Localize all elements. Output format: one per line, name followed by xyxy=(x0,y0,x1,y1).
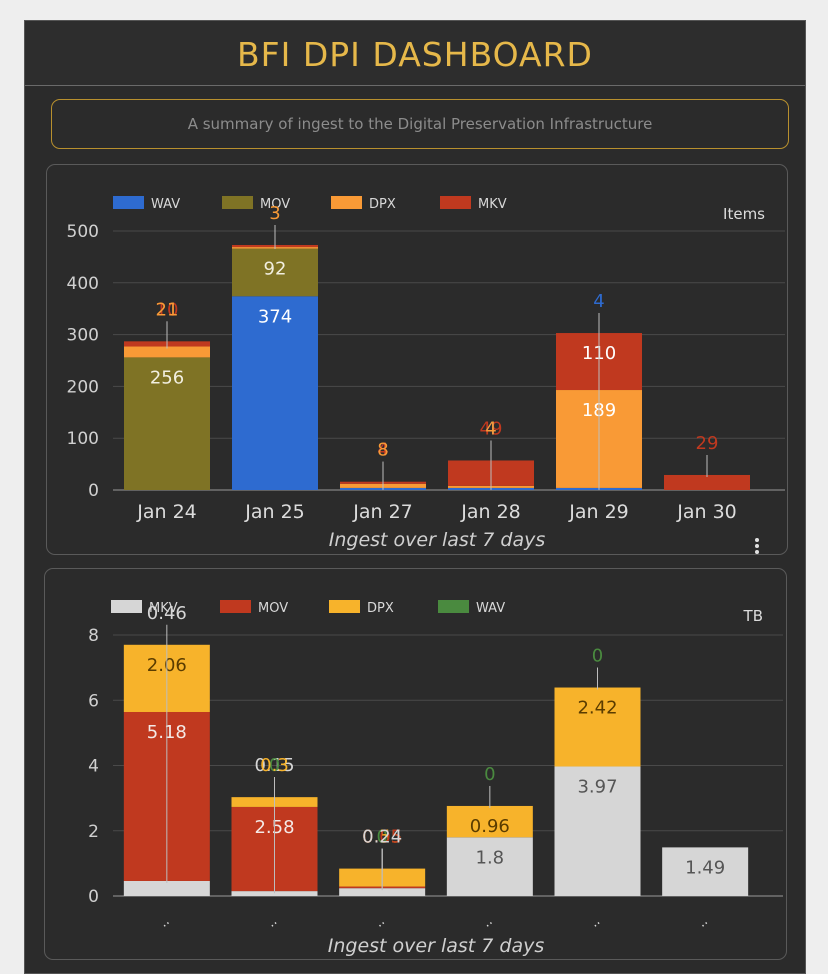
bar-segment xyxy=(232,296,318,490)
legend-label: WAV xyxy=(476,601,505,616)
x-tick-label: .. xyxy=(264,914,280,931)
x-tick-label: .. xyxy=(480,914,496,931)
bar-segment xyxy=(446,837,533,896)
x-tick-label: Jan 27 xyxy=(352,501,413,523)
bar-segment xyxy=(554,687,641,767)
data-label: 0.55 xyxy=(362,827,402,848)
data-label: 0 xyxy=(269,755,280,776)
y-tick-label: 400 xyxy=(67,274,99,294)
bar-segment xyxy=(446,805,533,838)
legend-swatch xyxy=(331,196,362,209)
bar-segment xyxy=(554,766,641,896)
legend-label: WAV xyxy=(151,197,180,212)
y-tick-label: 200 xyxy=(67,377,99,397)
y-tick-label: 500 xyxy=(67,222,99,242)
x-tick-label: Jan 29 xyxy=(568,501,629,523)
data-label: 0.46 xyxy=(147,603,187,624)
data-label: 2.42 xyxy=(577,698,617,719)
y-tick-label: 0 xyxy=(88,887,99,907)
data-label: 0.3 xyxy=(260,755,289,776)
legend-label: MKV xyxy=(149,601,178,616)
y-tick-label: 0 xyxy=(88,481,99,501)
data-label: 21 xyxy=(156,299,179,320)
data-label: 29 xyxy=(696,433,719,454)
y-tick-label: 300 xyxy=(67,326,99,346)
more-options-icon[interactable] xyxy=(755,538,759,554)
x-tick-label: Jan 24 xyxy=(136,501,197,523)
x-tick-label: Jan 28 xyxy=(460,501,521,523)
data-label: 0.96 xyxy=(470,816,510,837)
dashboard-panel: BFI DPI DASHBOARD A summary of ingest to… xyxy=(24,20,806,974)
y-tick-label: 4 xyxy=(88,757,99,777)
data-label: 0 xyxy=(592,646,603,667)
more-options-dot xyxy=(755,544,759,548)
y-tick-label: 2 xyxy=(88,822,99,842)
x-tick-label: .. xyxy=(157,914,173,931)
x-tick-label: .. xyxy=(372,914,388,931)
legend-swatch xyxy=(329,600,360,613)
legend-swatch xyxy=(222,196,253,209)
bar-segment xyxy=(339,888,426,896)
bar-segment xyxy=(664,474,750,490)
page-title: BFI DPI DASHBOARD xyxy=(25,21,805,86)
data-label: 4 xyxy=(485,418,496,439)
y-unit-label: TB xyxy=(743,607,763,625)
items-chart-card: 0 100 200 300 400 500 Items WAV MOV DPX MKV 256 10 21… xyxy=(46,164,788,555)
data-label: 3.97 xyxy=(577,776,617,797)
more-options-dot xyxy=(755,538,759,542)
data-label: 0 xyxy=(376,827,387,848)
data-label: 4 xyxy=(377,440,388,461)
x-tick-label: Jan 25 xyxy=(244,501,305,523)
bar-segment xyxy=(124,346,210,358)
more-options-dot xyxy=(755,550,759,554)
bar-segment xyxy=(124,357,210,490)
bar-segment xyxy=(662,847,749,896)
x-tick-label: Jan 30 xyxy=(676,501,737,523)
y-tick-label: 6 xyxy=(88,691,99,711)
data-label: 1.49 xyxy=(685,857,725,878)
y-tick-label: 8 xyxy=(88,626,99,646)
data-label: 49 xyxy=(480,418,503,439)
legend-label: DPX xyxy=(369,197,396,212)
data-label: 3 xyxy=(269,203,280,224)
data-label: 374 xyxy=(258,306,292,327)
y-unit-label: Items xyxy=(723,205,765,223)
legend-swatch xyxy=(220,600,251,613)
data-label: 4 xyxy=(377,440,388,461)
legend-label: MOV xyxy=(258,601,288,616)
data-label: 1.8 xyxy=(476,847,505,868)
items-stacked-bar-chart: 0 100 200 300 400 500 Items WAV MOV DPX MKV 256 1021… xyxy=(67,196,785,554)
data-label: 0.24 xyxy=(362,827,402,848)
legend-label: DPX xyxy=(367,601,394,616)
data-label: 0 xyxy=(484,764,495,785)
bar-segment xyxy=(231,891,318,896)
bar-segment xyxy=(232,248,318,297)
data-label: 10 xyxy=(156,299,179,320)
data-label: 4 xyxy=(593,291,604,312)
legend-label: MKV xyxy=(478,197,507,212)
page-subtitle: A summary of ingest to the Digital Prese… xyxy=(51,99,789,149)
legend-label: MOV xyxy=(260,197,290,212)
legend-swatch xyxy=(440,196,471,209)
chart-caption: Ingest over last 7 days xyxy=(328,935,545,957)
data-label: 8 xyxy=(377,440,388,461)
bar-segment xyxy=(123,880,210,896)
x-tick-label: .. xyxy=(695,914,711,931)
legend-swatch xyxy=(113,196,144,209)
x-tick-label: .. xyxy=(587,914,603,931)
chart-caption: Ingest over last 7 days xyxy=(329,529,546,551)
terabytes-chart-card: 0 2 4 6 8 TB MKV MOV DPX WAV 2.06 5.18 0.46 2.58 0.15 0… xyxy=(44,568,787,960)
legend-swatch xyxy=(438,600,469,613)
data-label: 256 xyxy=(150,367,184,388)
data-label: 0.15 xyxy=(254,755,294,776)
data-label: 92 xyxy=(264,259,287,280)
legend-swatch xyxy=(111,600,142,613)
data-label: 0.05 xyxy=(362,827,402,848)
y-tick-label: 100 xyxy=(67,429,99,449)
data-label: 4 xyxy=(485,418,496,439)
